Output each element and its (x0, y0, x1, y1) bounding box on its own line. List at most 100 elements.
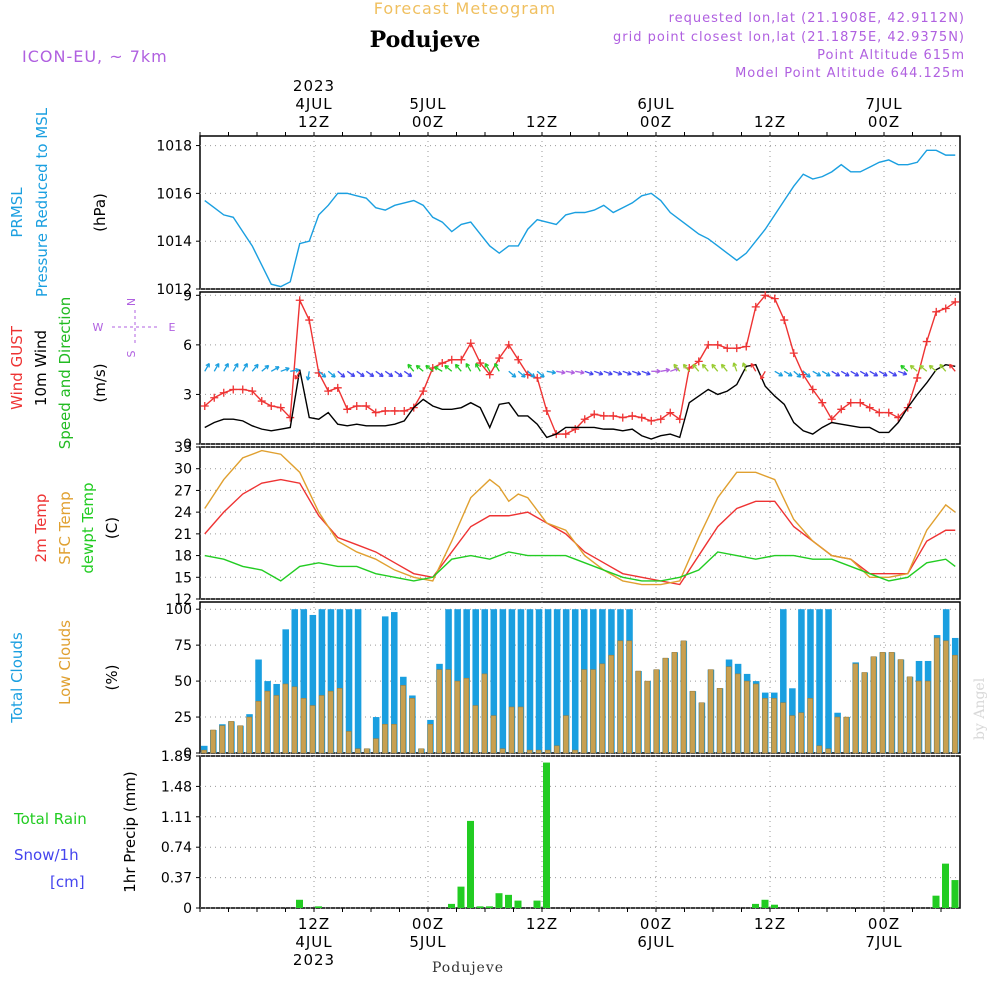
wind-direction-arrow (242, 363, 248, 372)
gust-point (343, 405, 352, 414)
wind-direction-arrow (565, 370, 575, 374)
time-label-top: 00Z (640, 113, 672, 131)
low-cloud-bar (689, 690, 696, 754)
wind-direction-arrow (928, 365, 937, 372)
gust-point (761, 291, 770, 300)
wind-direction-arrowhead (425, 364, 430, 370)
wind-direction-arrow (802, 370, 811, 378)
wind-direction-arrowhead (796, 373, 802, 378)
wind-direction-arrowhead (854, 372, 860, 377)
precip-bar (486, 906, 493, 908)
wind-direction-arrow (465, 363, 472, 372)
gust-point (390, 406, 399, 415)
low-cloud-bar (526, 749, 533, 754)
gust-point (704, 340, 713, 349)
wind-ylabel-dir: Speed and Direction (56, 297, 74, 450)
precip-bar (315, 906, 322, 908)
time-label-bottom: 00Z (412, 915, 444, 933)
total-cloud-bar (562, 609, 570, 753)
wind-series-gust (204, 294, 956, 435)
wind-direction-arrowhead (902, 370, 908, 376)
wind-direction-arrowhead (570, 369, 576, 375)
clouds-ytick-label: 75 (174, 638, 192, 654)
gust-point (770, 294, 779, 303)
temperature-ytick-label: 33 (174, 440, 192, 456)
wind-direction-arrowhead (551, 369, 557, 375)
compass-e: E (169, 321, 176, 334)
temp-ylabel-dewpt: dewpt Temp (79, 482, 97, 573)
gust-point (229, 385, 238, 394)
gust-point (533, 373, 542, 382)
gust-point (808, 385, 817, 394)
wind-direction-arrow (850, 370, 859, 377)
low-cloud-bar (300, 698, 307, 754)
wind-direction-arrow (840, 370, 850, 377)
total-cloud-bar (318, 609, 326, 753)
total-cloud-bar (517, 609, 525, 753)
time-label-bottom: 00Z (640, 915, 672, 933)
wind-direction-arrowhead (589, 370, 594, 376)
low-cloud-bar (888, 652, 895, 754)
wind-direction-arrow (720, 363, 728, 372)
low-cloud-bar (943, 640, 949, 754)
wind-direction-arrow (900, 365, 909, 372)
wind-direction-arrowhead (407, 363, 412, 369)
temperature-ytick-label: 21 (174, 527, 192, 543)
total-cloud-bar (336, 609, 344, 753)
gust-point (780, 316, 789, 325)
time-label-top: 5JUL (409, 95, 446, 113)
total-cloud-bar (291, 609, 299, 753)
wind-direction-arrowhead (627, 370, 632, 376)
low-cloud-bar (201, 749, 207, 754)
point-altitude: Point Altitude 615m (817, 48, 965, 63)
wind-direction-arrowhead (254, 363, 259, 369)
low-cloud-bar (554, 745, 560, 754)
total-cloud-bar (490, 609, 498, 753)
time-label-top: 00Z (868, 113, 900, 131)
wind-direction-arrowhead (864, 372, 869, 377)
wind-direction-arrowhead (379, 372, 384, 378)
wind-direction-arrowhead (433, 366, 439, 371)
gust-point (276, 403, 285, 412)
low-cloud-bar (427, 723, 433, 754)
wind-direction-arrowhead (598, 370, 604, 376)
wind-direction-arrow (575, 370, 585, 374)
low-cloud-bar (463, 677, 470, 754)
low-cloud-bar (508, 706, 515, 754)
wind-direction-arrowhead (665, 367, 671, 373)
wind-direction-arrowhead (636, 370, 642, 376)
wind-direction-arrowhead (835, 372, 841, 377)
wind-direction-arrow (434, 366, 443, 372)
low-cloud-bar (870, 656, 877, 754)
low-cloud-bar (418, 748, 424, 754)
wind-direction-arrow (869, 370, 878, 377)
wind-direction-arrow (742, 362, 747, 372)
gust-point (457, 355, 466, 364)
low-cloud-bar (834, 716, 841, 754)
precip-bar (505, 894, 512, 908)
low-cloud-bar (897, 659, 904, 754)
wind-direction-arrowhead (415, 364, 421, 370)
gust-point (742, 342, 751, 351)
precip-bar (448, 903, 455, 908)
wind-direction-arrow (613, 370, 622, 375)
wind-direction-arrowhead (444, 364, 449, 370)
grid-lines (200, 136, 960, 909)
low-cloud-bar (291, 686, 298, 754)
chart-subtitle: Forecast Meteogram (374, 0, 556, 18)
wind-direction-arrow (384, 370, 393, 377)
gust-point (485, 370, 494, 379)
gust-point (656, 415, 665, 424)
low-cloud-bar (635, 670, 642, 754)
wind-direction-arrow (692, 363, 700, 372)
wind-direction-arrowhead (243, 362, 248, 368)
wind-direction-arrow (494, 363, 500, 372)
gust-point (941, 304, 950, 313)
low-cloud-bar (572, 749, 578, 754)
gust-point (324, 387, 333, 396)
gust-point (922, 337, 931, 346)
temperature-series-dewpt (204, 551, 956, 582)
gust-point (580, 415, 589, 424)
wind-direction-arrowhead (909, 364, 915, 370)
